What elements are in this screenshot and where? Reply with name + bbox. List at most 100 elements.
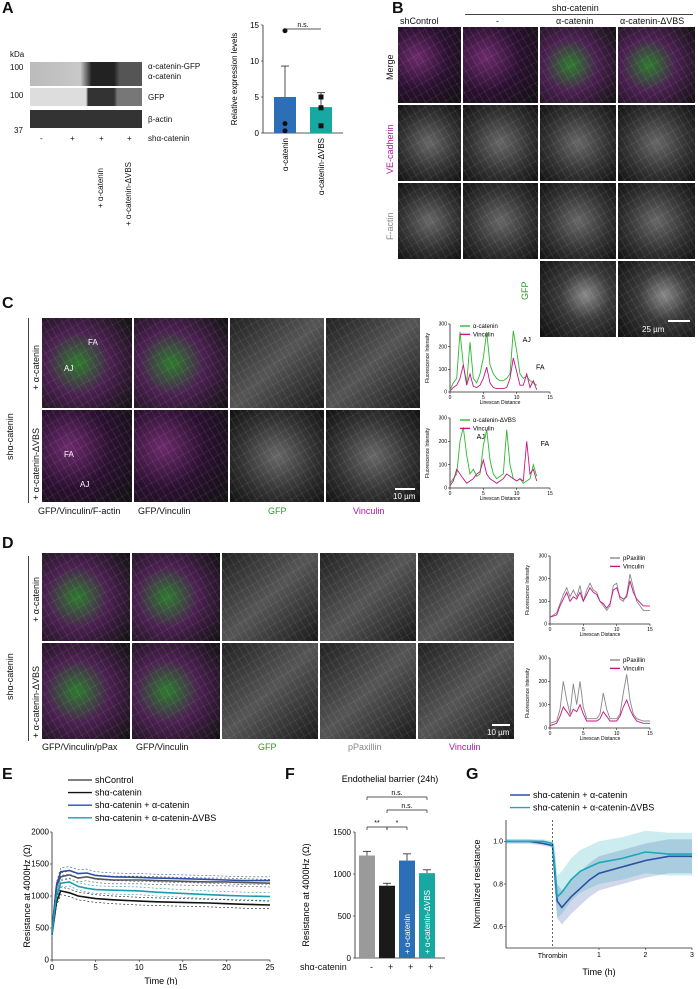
- data-point: [282, 128, 288, 134]
- legend-label: shα-catenin + α-catenin-ΔVBS: [533, 803, 654, 813]
- annotation: FA: [541, 441, 550, 448]
- panel-letter-a: A: [2, 0, 14, 17]
- series-line: [51, 869, 270, 934]
- chart-f: Endothelial barrier (24h) 0 500 1000 1500 Res…: [301, 774, 445, 963]
- row-label: F-actin: [385, 212, 395, 240]
- y-tick-label: 1.0: [493, 839, 503, 846]
- data-point: [318, 105, 324, 111]
- x-tick-label: 10: [135, 963, 144, 972]
- y-tick-label: 0: [444, 390, 447, 396]
- bar: [310, 107, 332, 133]
- lane-sign: +: [127, 134, 132, 143]
- x-tick-label: 0: [449, 491, 452, 497]
- mw-label: 100: [10, 63, 24, 72]
- micrograph: [42, 410, 132, 502]
- band-label: α-catenin-GFP: [148, 62, 201, 71]
- confidence-line: [51, 877, 271, 930]
- series-line: [449, 441, 538, 486]
- x-tick-label: 10: [614, 627, 620, 633]
- confidence-line: [51, 873, 270, 938]
- y-tick-label: 100: [539, 702, 548, 708]
- micrograph: [42, 643, 130, 739]
- sign-label: +: [408, 962, 414, 972]
- divider: [28, 318, 29, 503]
- micrograph: [134, 410, 228, 502]
- y-tick-label: 300: [439, 322, 448, 328]
- legend-label: Vinculin: [473, 426, 494, 432]
- series-line: [506, 840, 692, 909]
- y-tick-label: 300: [539, 554, 548, 560]
- significance-label: n.s.: [297, 22, 308, 29]
- legend-label: shControl: [95, 775, 134, 785]
- micrograph: [540, 105, 616, 181]
- legend-label: Vinculin: [623, 564, 644, 570]
- side-label: shα-catenin: [5, 413, 15, 460]
- col-label: GFP: [268, 506, 287, 516]
- micrograph: [463, 183, 538, 259]
- annotation: AJ: [477, 434, 485, 441]
- band-label: β-actin: [148, 115, 173, 124]
- x-tick-label: 25: [266, 963, 275, 972]
- data-point: [318, 123, 324, 129]
- data-point: [318, 94, 324, 100]
- micrograph: [540, 27, 616, 103]
- bar: [359, 855, 375, 958]
- y-axis-label: Normalized resistance: [472, 839, 482, 928]
- micrograph: [42, 553, 130, 641]
- y-tick-label: 1000: [333, 870, 351, 879]
- y-tick-label: 300: [539, 656, 548, 662]
- arrow-label: AJ: [64, 364, 74, 373]
- scale-label: 10 µm: [393, 492, 416, 501]
- y-axis-label: Fluorescence Intensity: [425, 332, 431, 383]
- x-tick-label: 0: [50, 963, 55, 972]
- mw-label: 37: [14, 126, 23, 135]
- x-axis-label: Linescan Distance: [480, 400, 521, 406]
- micrograph: [418, 643, 514, 739]
- panel-letter-d: D: [2, 535, 14, 552]
- series-line: [549, 573, 650, 618]
- legend-label: α-catenin-ΔVBS: [473, 418, 516, 424]
- mw-label: 100: [10, 91, 24, 100]
- lane-label: + α-catenin: [96, 168, 105, 208]
- y-tick-label: 1500: [333, 828, 351, 837]
- y-axis-label: Fluorescence Intensity: [425, 427, 431, 478]
- series-line: [51, 881, 271, 934]
- col-label: GFP/Vinculin/F-actin: [38, 506, 121, 516]
- significance-label: *: [396, 820, 399, 827]
- y-tick-label: 0: [347, 954, 352, 963]
- y-tick-label: 100: [439, 367, 448, 373]
- micrograph: [132, 643, 220, 739]
- micrograph: [618, 27, 695, 103]
- y-tick-label: 15: [250, 21, 259, 30]
- annotation: AJ: [523, 337, 531, 344]
- significance-label: n.s.: [401, 803, 412, 810]
- micrograph: [42, 318, 132, 408]
- bar: [399, 860, 415, 958]
- y-tick-label: 5: [255, 93, 260, 102]
- col-label: Vinculin: [449, 742, 481, 752]
- series-line: [449, 427, 538, 484]
- confidence-line: [51, 878, 271, 936]
- micrograph: [398, 105, 461, 181]
- y-tick-label: 100: [439, 462, 448, 468]
- col-label: GFP: [258, 742, 277, 752]
- sign-label: -: [370, 962, 373, 972]
- y-tick-label: 500: [338, 912, 352, 921]
- micrograph: [463, 105, 538, 181]
- micrograph: [618, 183, 695, 259]
- legend-label: shα-catenin + α-catenin-ΔVBS: [95, 813, 216, 823]
- lane-sign: +: [99, 134, 104, 143]
- row-label: + α-catenin-ΔVBS: [31, 666, 41, 738]
- divider: [465, 14, 693, 15]
- series-line: [449, 357, 538, 392]
- row-label: + α-catenin-ΔVBS: [31, 428, 41, 500]
- series-line: [506, 840, 692, 899]
- panel-letter-c: C: [2, 295, 14, 312]
- thrombin-label: Thrombin: [538, 953, 568, 960]
- divider: [28, 556, 29, 741]
- col-label: GFP/Vinculin: [138, 506, 191, 516]
- x-tick-label: α-catenin-ΔVBS: [317, 138, 326, 195]
- y-tick-label: 0.6: [493, 924, 503, 931]
- sign-label: +: [388, 962, 394, 972]
- micrograph: [540, 183, 616, 259]
